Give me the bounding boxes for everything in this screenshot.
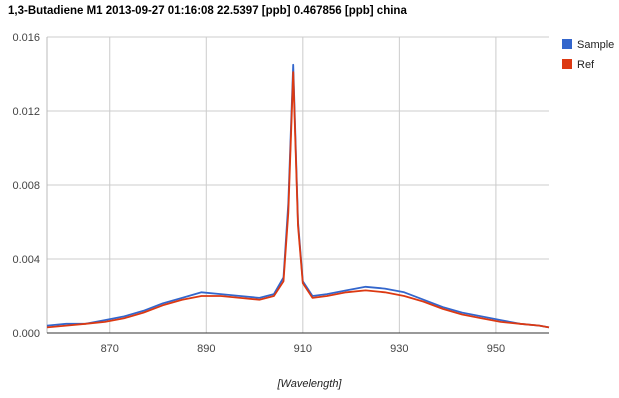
y-tick-label: 0.016 xyxy=(12,32,40,44)
legend-label-ref: Ref xyxy=(577,59,595,71)
plot-frame xyxy=(46,37,549,334)
y-tick-label: 0.008 xyxy=(12,180,40,192)
chart-title: 1,3-Butadiene M1 2013-09-27 01:16:08 22.… xyxy=(8,5,407,17)
x-tick-label: 930 xyxy=(390,343,408,355)
x-tick-label: 950 xyxy=(487,343,505,355)
x-axis-label: [Wavelength] xyxy=(277,378,342,390)
series-lines xyxy=(46,63,550,329)
legend-swatch-ref xyxy=(562,59,572,69)
x-tick-label: 910 xyxy=(294,343,312,355)
gridlines xyxy=(47,36,549,334)
x-tick-label: 890 xyxy=(197,343,215,355)
x-axis-ticks: 870 890 910 930 950 xyxy=(101,343,506,355)
legend-swatch-sample xyxy=(562,39,572,49)
y-tick-label: 0.000 xyxy=(12,328,40,340)
legend-label-sample: Sample xyxy=(577,39,614,51)
y-tick-label: 0.012 xyxy=(12,106,40,118)
series-line-ref xyxy=(46,71,550,329)
legend: Sample Ref xyxy=(562,39,614,71)
y-axis-ticks: 0.000 0.004 0.008 0.012 0.016 xyxy=(12,32,40,340)
series-line-sample xyxy=(46,63,550,329)
x-tick-label: 870 xyxy=(101,343,119,355)
y-tick-label: 0.004 xyxy=(12,254,40,266)
